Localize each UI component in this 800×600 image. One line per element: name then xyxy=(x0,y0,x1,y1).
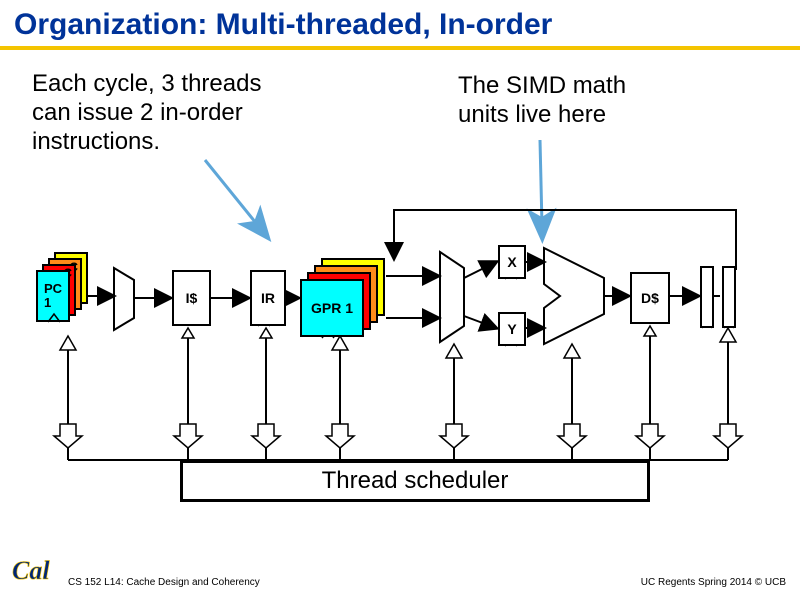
title-underline xyxy=(0,46,800,50)
gpr-stack-0: GPR 1 xyxy=(300,279,364,337)
thread-scheduler: Thread scheduler xyxy=(180,460,650,502)
footer-left: CS 152 L14: Cache Design and Coherency xyxy=(68,577,260,588)
dcache-box: D$ xyxy=(630,272,670,324)
cal-logo: Cal xyxy=(10,557,64,592)
reg-right-1 xyxy=(700,266,714,328)
slide-title: Organization: Multi-threaded, In-order xyxy=(14,8,552,42)
y-box: Y xyxy=(498,312,526,346)
pc-stack-0: PC1 xyxy=(36,270,70,322)
annotation-right: The SIMD math units live here xyxy=(458,72,626,130)
svg-text:Cal: Cal xyxy=(12,557,50,585)
reg-right-2 xyxy=(722,266,736,328)
ir-box: IR xyxy=(250,270,286,326)
icache-box: I$ xyxy=(172,270,211,326)
annotation-left: Each cycle, 3 threads can issue 2 in-ord… xyxy=(32,70,261,156)
x-box: X xyxy=(498,245,526,279)
footer-right: UC Regents Spring 2014 © UCB xyxy=(641,577,786,588)
